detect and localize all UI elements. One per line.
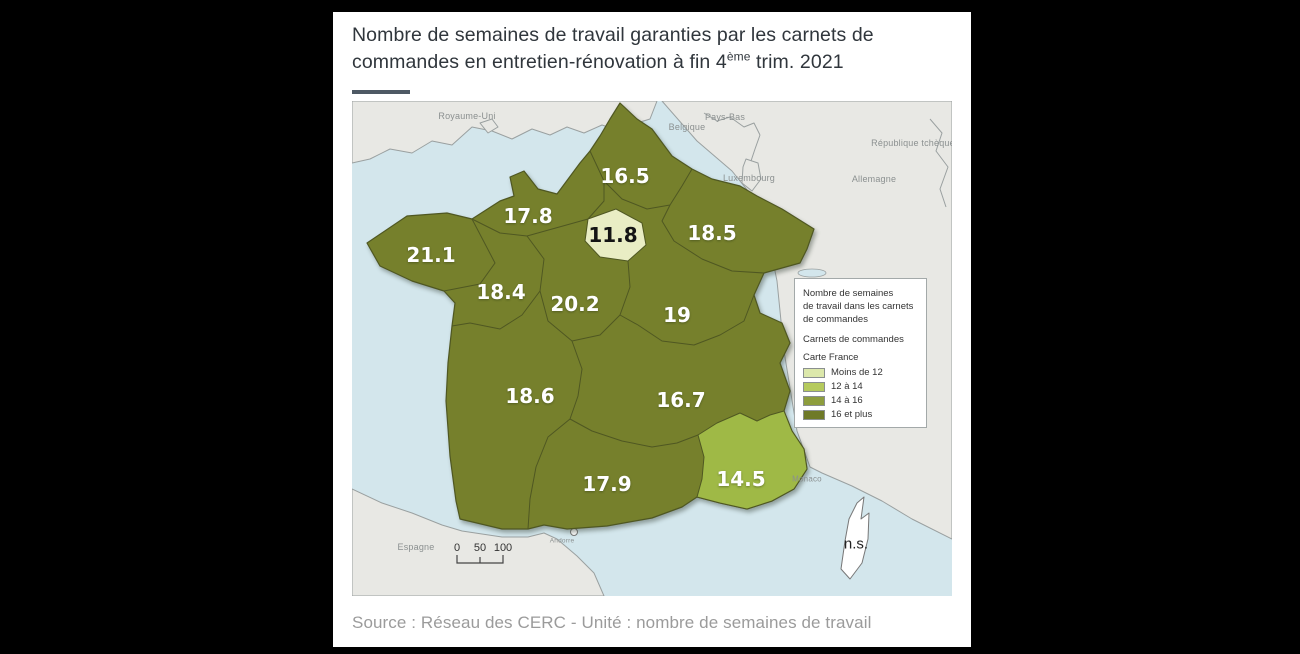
country-label-pays-bas: Pays-Bas xyxy=(704,112,746,122)
region-value-occitanie: 17.9 xyxy=(582,472,632,496)
legend-swatch-3 xyxy=(803,395,825,406)
legend-class-label-4: 16 et plus xyxy=(831,409,873,420)
region-value-provence-alpes-cote-d-azur: 14.5 xyxy=(716,467,766,491)
region-value-auvergne-rhone-alpes: 16.7 xyxy=(656,388,706,412)
region-value-ile-de-france: 11.8 xyxy=(588,223,638,247)
legend-swatch-2 xyxy=(803,381,825,392)
france-outline xyxy=(366,102,815,530)
legend-classes: Moins de 12 12 à 14 14 à 16 16 et plus xyxy=(803,367,919,420)
region-provence-alpes-cote-d-azur xyxy=(696,410,808,510)
legend-class-row-2: 12 à 14 xyxy=(803,381,919,392)
region-value-hauts-de-france: 16.5 xyxy=(600,164,650,188)
scale-bar xyxy=(456,555,504,564)
country-label-monaco: Monaco xyxy=(792,474,822,484)
region-value-corse: n.s. xyxy=(843,535,869,553)
legend-subtitle: Carnets de commandes xyxy=(803,334,904,345)
luxembourg-outline xyxy=(741,158,762,192)
map-canvas xyxy=(352,101,952,596)
map-legend: Nombre de semaines de travail dans les ca… xyxy=(794,278,927,428)
legend-title-line-2: de travail dans les carnets xyxy=(803,301,914,312)
belgium-germany-border xyxy=(750,134,761,162)
belgium-netherlands-border xyxy=(703,112,761,136)
legend-class-label-2: 12 à 14 xyxy=(831,381,863,392)
page-title: Nombre de semaines de travail garanties … xyxy=(352,22,952,76)
border-bretagne-pdl xyxy=(443,218,496,292)
country-label-andorre: Andorre xyxy=(549,537,575,545)
legend-class-label-1: Moins de 12 xyxy=(831,367,883,378)
country-label-belgique: Belgique xyxy=(668,122,706,132)
region-ile-de-france xyxy=(584,208,647,262)
title-underline xyxy=(352,90,410,94)
region-value-centre-val-de-loire: 20.2 xyxy=(550,292,600,316)
region-value-bourgogne-franche-comte: 19 xyxy=(663,303,691,327)
region-value-grand-est: 18.5 xyxy=(687,221,737,245)
czech-border xyxy=(929,118,949,208)
legend-title: Nombre de semaines de travail dans les ca… xyxy=(803,287,919,326)
scale-tick-50: 50 xyxy=(473,542,487,554)
border-na-aura xyxy=(569,340,583,420)
title-end: trim. 2021 xyxy=(750,51,844,73)
legend-map-label: Carte France xyxy=(803,352,859,363)
border-pays-de-la-loire xyxy=(451,235,545,330)
france-choropleth-map: 16.5 17.8 11.8 18.5 21.1 18.4 20.2 19 18.6 16.7 17… xyxy=(352,101,952,596)
scale-tick-0: 0 xyxy=(453,542,461,554)
country-label-royaume-uni: Royaume-Uni xyxy=(438,111,496,121)
lake-geneva xyxy=(797,268,827,278)
legend-class-label-3: 14 à 16 xyxy=(831,395,863,406)
border-grand-est-bfc xyxy=(661,204,765,274)
region-value-normandie: 17.8 xyxy=(503,204,553,228)
border-centre-val-de-loire xyxy=(539,260,631,342)
region-value-pays-de-la-loire: 18.4 xyxy=(476,280,526,304)
border-bfc-aura xyxy=(619,294,755,346)
infographic-card: Nombre de semaines de travail garanties … xyxy=(333,12,971,647)
region-value-nouvelle-aquitaine: 18.6 xyxy=(505,384,555,408)
scale-tick-100: 100 xyxy=(493,542,513,554)
legend-class-row-1: Moins de 12 xyxy=(803,367,919,378)
isle-of-wight xyxy=(479,118,499,134)
country-label-espagne: Espagne xyxy=(397,542,435,552)
legend-swatch-4 xyxy=(803,409,825,420)
border-na-occitanie xyxy=(527,418,571,530)
legend-title-line-3: de commandes xyxy=(803,314,868,325)
border-aura-occitanie xyxy=(569,418,699,448)
legend-class-row-4: 16 et plus xyxy=(803,409,919,420)
title-main: Nombre de semaines de travail garanties … xyxy=(352,24,874,73)
border-normandie xyxy=(471,181,605,237)
region-value-bretagne: 21.1 xyxy=(406,243,456,267)
legend-title-line-1: Nombre de semaines xyxy=(803,288,894,299)
region-corse xyxy=(840,496,870,580)
source-note: Source : Réseau des CERC - Unité : nombr… xyxy=(352,613,872,632)
andorra-outline xyxy=(570,528,578,536)
title-superscript: ème xyxy=(726,49,751,64)
legend-swatch-1 xyxy=(803,367,825,378)
legend-class-row-3: 14 à 16 xyxy=(803,395,919,406)
country-label-luxembourg: Luxembourg xyxy=(722,173,776,183)
spain-landmass xyxy=(352,488,605,596)
country-label-allemagne: Allemagne xyxy=(851,174,897,184)
country-label-republique-tcheque: République tchèque xyxy=(871,138,952,148)
